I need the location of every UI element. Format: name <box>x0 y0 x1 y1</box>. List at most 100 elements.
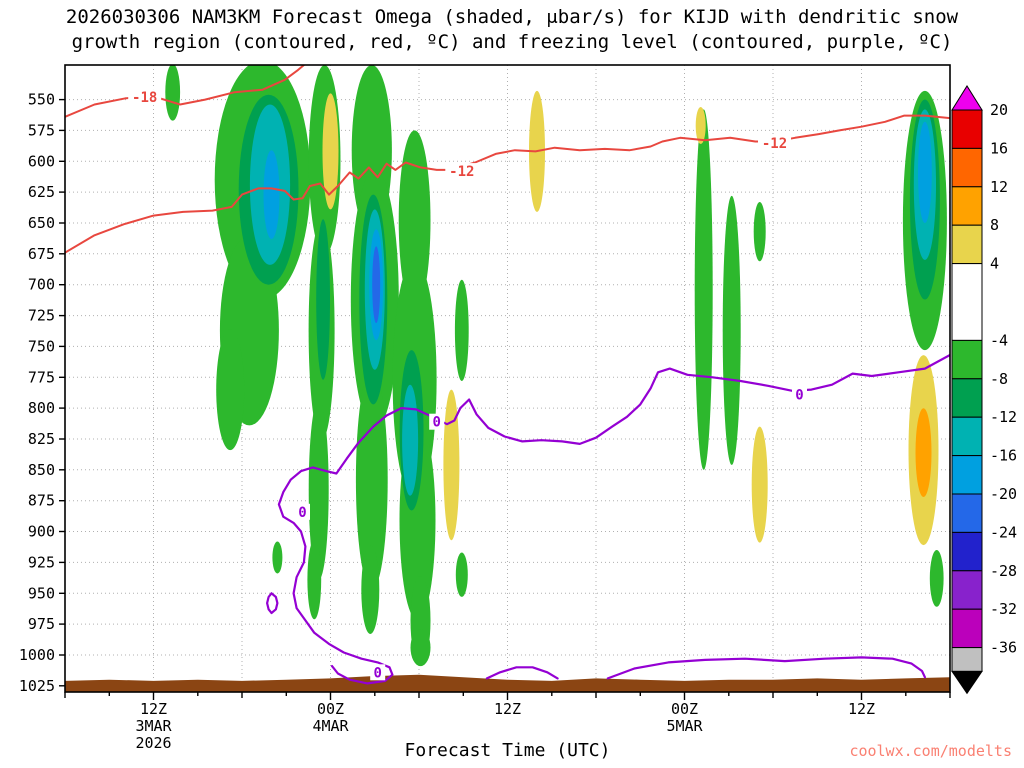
colorbar-label: -36 <box>990 639 1017 657</box>
colorbar-segment <box>951 224 983 265</box>
colorbar-label: -28 <box>990 562 1017 580</box>
watermark-text: coolwx.com/modelts <box>849 742 1012 760</box>
omega-shaded-region <box>694 109 713 470</box>
y-tick-label: 725 <box>28 307 55 325</box>
y-tick-label: 975 <box>28 615 55 633</box>
y-tick-label: 900 <box>28 523 55 541</box>
omega-shaded-region <box>316 219 330 380</box>
colorbar-label: -20 <box>990 485 1017 503</box>
colorbar-segment <box>951 570 983 610</box>
freezing-level-contour <box>266 592 279 615</box>
colorbar-segment <box>951 493 983 533</box>
contour-label-bg <box>792 386 807 403</box>
colorbar-segment <box>951 647 983 672</box>
terrain-fill <box>65 674 950 692</box>
y-tick-label: 675 <box>28 245 55 263</box>
y-tick-label: 700 <box>28 276 55 294</box>
freezing-level-contour <box>277 353 950 685</box>
y-tick-label: 650 <box>28 214 55 232</box>
colorbar-label: 8 <box>990 216 999 234</box>
omega-shaded-region <box>307 540 322 620</box>
omega-shaded-region <box>929 550 944 607</box>
omega-shaded-region <box>216 329 245 451</box>
contour-label-bg <box>128 89 162 106</box>
x-tick-label: 00Z <box>671 700 698 718</box>
freezing-level-contour <box>485 666 559 680</box>
colorbar-label: -4 <box>990 331 1008 349</box>
contour-label: 0 <box>432 415 440 431</box>
omega-shaded-region <box>915 408 932 497</box>
omega-shaded-region <box>272 541 283 574</box>
y-tick-label: 800 <box>28 399 55 417</box>
y-tick-label: 825 <box>28 430 55 448</box>
contour-label: -12 <box>449 164 474 180</box>
x-tick-sublabel: 4MAR <box>312 717 349 735</box>
colorbar-label: 12 <box>990 178 1008 196</box>
colorbar-label: 4 <box>990 255 999 273</box>
colorbar-segment <box>951 339 983 380</box>
colorbar-label: 16 <box>990 139 1008 157</box>
colorbar-triangle-bottom <box>951 670 983 695</box>
colorbar-segment <box>951 608 983 649</box>
colorbar-segment <box>951 416 983 457</box>
colorbar-label: -12 <box>990 408 1017 426</box>
omega-shaded-region <box>322 93 339 210</box>
omega-shaded-region <box>361 545 380 634</box>
colorbar-triangle-top <box>951 85 983 111</box>
colorbar-label: -16 <box>990 447 1017 465</box>
colorbar-label: -8 <box>990 370 1008 388</box>
colorbar-label: -24 <box>990 523 1017 541</box>
y-tick-label: 575 <box>28 121 55 139</box>
colorbar-segment <box>951 147 983 188</box>
chart-title-line2: growth region (contoured, red, ºC) and f… <box>71 31 953 53</box>
contour-label-bg <box>429 413 445 430</box>
contour-label: -18 <box>132 90 157 106</box>
omega-shaded-region <box>398 130 431 311</box>
contour-label: -12 <box>762 136 787 152</box>
contour-label-bg <box>445 163 479 180</box>
omega-shaded-region <box>263 150 280 240</box>
omega-shaded-region <box>372 246 381 323</box>
x-tick-label: 00Z <box>317 700 344 718</box>
chart-title: 2026030306 NAM3KM Forecast Omega (shaded… <box>0 5 1024 55</box>
y-tick-label: 750 <box>28 337 55 355</box>
omega-shaded-region <box>410 629 431 667</box>
x-tick-label: 12Z <box>140 700 167 718</box>
dendritic-growth-region-contour <box>65 114 950 254</box>
omega-shaded-region <box>443 389 460 541</box>
y-tick-label: 775 <box>28 368 55 386</box>
y-tick-label: 875 <box>28 492 55 510</box>
colorbar-segment <box>951 263 983 341</box>
x-tick-sublabel: 3MAR <box>135 717 172 735</box>
x-tick-label: 12Z <box>848 700 875 718</box>
omega-shaded-region <box>355 369 388 590</box>
y-tick-label: 600 <box>28 152 55 170</box>
colorbar-segment <box>951 378 983 418</box>
omega-shaded-region <box>722 195 741 465</box>
omega-shaded-region <box>454 279 469 381</box>
contour-label-bg <box>295 503 310 520</box>
y-tick-label: 950 <box>28 584 55 602</box>
x-axis-title: Forecast Time (UTC) <box>405 740 611 761</box>
omega-shaded-region <box>753 202 766 262</box>
colorbar-segment <box>951 531 983 572</box>
colorbar-segment <box>951 109 983 149</box>
y-tick-label: 1025 <box>19 677 55 695</box>
x-tick-label: 12Z <box>494 700 521 718</box>
x-tick-sublabel: 5MAR <box>666 717 703 735</box>
omega-shaded-region <box>455 552 468 597</box>
colorbar-segment <box>951 455 983 495</box>
contour-label-bg <box>758 134 791 151</box>
y-tick-label: 625 <box>28 183 55 201</box>
colorbar-segment <box>951 186 983 226</box>
contour-label: 0 <box>373 665 381 681</box>
omega-shaded-region <box>751 426 768 543</box>
omega-shaded-region <box>695 107 706 144</box>
plot-area: -18 -12 -12 0 0 0 0 <box>65 65 950 692</box>
omega-shaded-region <box>165 65 181 121</box>
y-tick-label: 850 <box>28 461 55 479</box>
omega-shaded-region <box>308 399 329 580</box>
x-tick-sublabel2: 2026 <box>135 734 171 752</box>
